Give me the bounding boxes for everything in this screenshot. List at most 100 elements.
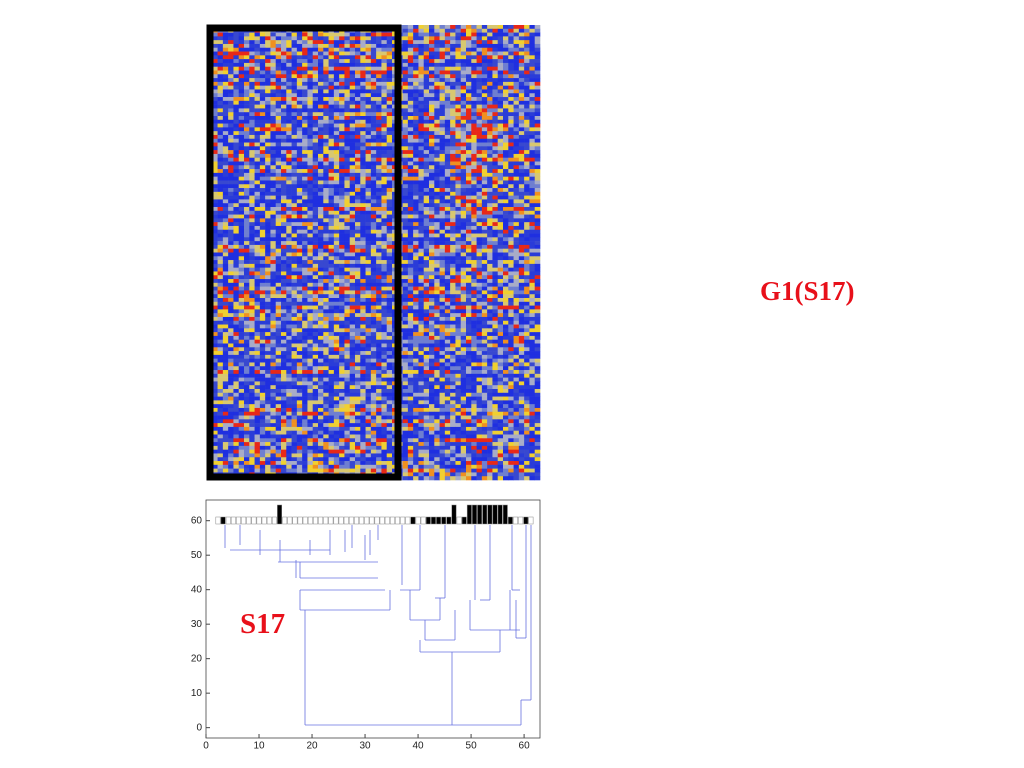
heatmap-cell [349, 316, 356, 322]
heatmap-cell [222, 47, 229, 52]
heatmap-cell [360, 62, 366, 68]
heatmap-cell [291, 225, 298, 231]
heatmap-cell [244, 248, 250, 253]
heatmap-cell [212, 214, 218, 219]
heatmap-cell [450, 134, 456, 140]
heatmap-cell [228, 233, 234, 238]
heatmap-cell [476, 32, 483, 37]
heatmap-cell [244, 241, 250, 246]
heatmap-cell [228, 85, 234, 90]
heatmap-cell [466, 275, 472, 280]
heatmap-cell [534, 55, 541, 60]
heatmap-cell [450, 210, 456, 215]
heatmap-cell [439, 301, 446, 306]
heatmap-cell [386, 320, 393, 325]
heatmap-cell [281, 161, 287, 166]
heatmap-cell [418, 32, 425, 37]
heatmap-cell [307, 267, 314, 272]
heatmap-cell [434, 275, 440, 280]
heatmap-cell [460, 25, 467, 30]
heatmap-cell [444, 256, 451, 261]
heatmap-cell [439, 225, 446, 231]
heatmap-cell [233, 100, 240, 105]
heatmap-cell [286, 195, 292, 200]
heatmap-cell [349, 119, 356, 124]
heatmap-cell [471, 286, 477, 291]
heatmap-cell [439, 78, 446, 83]
heatmap-cell [323, 271, 329, 276]
heatmap-cell [323, 119, 329, 124]
heatmap-cell [386, 81, 393, 86]
heatmap-cell [302, 47, 308, 52]
heatmap-cell [270, 66, 277, 71]
heatmap-cell [439, 256, 446, 261]
heatmap-cell [312, 169, 319, 174]
heatmap-cell [476, 237, 483, 242]
heatmap-cell [439, 172, 446, 177]
heatmap-cell [212, 157, 218, 162]
heatmap-cell [339, 127, 345, 132]
heatmap-cell [323, 248, 329, 253]
heatmap-cell [518, 81, 525, 86]
heatmap-cell [413, 301, 419, 306]
heatmap-cell [323, 40, 329, 45]
heatmap-cell [418, 313, 425, 318]
heatmap-cell [291, 260, 298, 265]
heatmap-cell [270, 78, 277, 83]
heatmap-cell [249, 298, 255, 303]
heatmap-cell [503, 59, 509, 64]
heatmap-cell [238, 233, 245, 238]
heatmap-cell [529, 47, 536, 52]
heatmap-cell [466, 138, 472, 143]
heatmap-cell [212, 324, 218, 329]
heatmap-cell [244, 100, 250, 105]
heatmap-cell [529, 108, 536, 113]
heatmap-cell [402, 271, 409, 276]
heatmap-cell [244, 244, 250, 250]
heatmap-cell [476, 150, 483, 155]
heatmap-cell [355, 207, 361, 212]
heatmap-cell [534, 100, 541, 105]
heatmap-cell [312, 150, 319, 155]
heatmap-cell [534, 25, 541, 30]
heatmap-cell [286, 134, 292, 140]
heatmap-cell [296, 199, 303, 204]
heatmap-cell [429, 210, 435, 215]
heatmap-cell [370, 214, 377, 219]
heatmap-cell [265, 55, 271, 60]
heatmap-cell [476, 89, 483, 94]
heatmap-cell [481, 218, 488, 223]
heatmap-cell [513, 244, 520, 250]
heatmap-cell [455, 123, 462, 128]
heatmap-cell [460, 260, 467, 265]
heatmap-cell [455, 32, 462, 37]
heatmap-cell [244, 180, 250, 185]
heatmap-cell [275, 157, 282, 162]
heatmap-cell [402, 78, 409, 83]
heatmap-cell [339, 66, 345, 71]
heatmap-cell [270, 233, 277, 238]
heatmap-cell [471, 127, 477, 132]
heatmap-cell [455, 222, 462, 227]
heatmap-cell [487, 301, 493, 306]
heatmap-cell [244, 282, 250, 287]
heatmap-cell [286, 244, 292, 250]
heatmap-cell [418, 55, 425, 60]
heatmap-cell [286, 142, 292, 147]
heatmap-cell [413, 32, 419, 37]
heatmap-cell [518, 301, 525, 306]
heatmap-cell [249, 282, 255, 287]
heatmap-cell [466, 74, 472, 79]
heatmap-cell [429, 70, 435, 75]
heatmap-cell [275, 252, 282, 257]
heatmap-cell [254, 150, 261, 155]
heatmap-cell [217, 279, 224, 284]
heatmap-cell [238, 263, 245, 268]
heatmap-cell [291, 305, 298, 310]
heatmap-cell [376, 263, 382, 268]
heatmap-cell [249, 271, 255, 276]
heatmap-cell [275, 176, 282, 181]
heatmap-cell [259, 134, 266, 140]
heatmap-cell [503, 286, 509, 291]
heatmap-cell [281, 214, 287, 219]
